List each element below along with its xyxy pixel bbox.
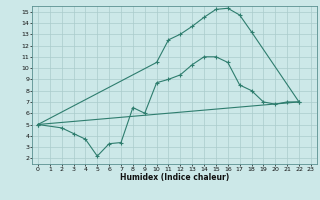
X-axis label: Humidex (Indice chaleur): Humidex (Indice chaleur)	[120, 173, 229, 182]
